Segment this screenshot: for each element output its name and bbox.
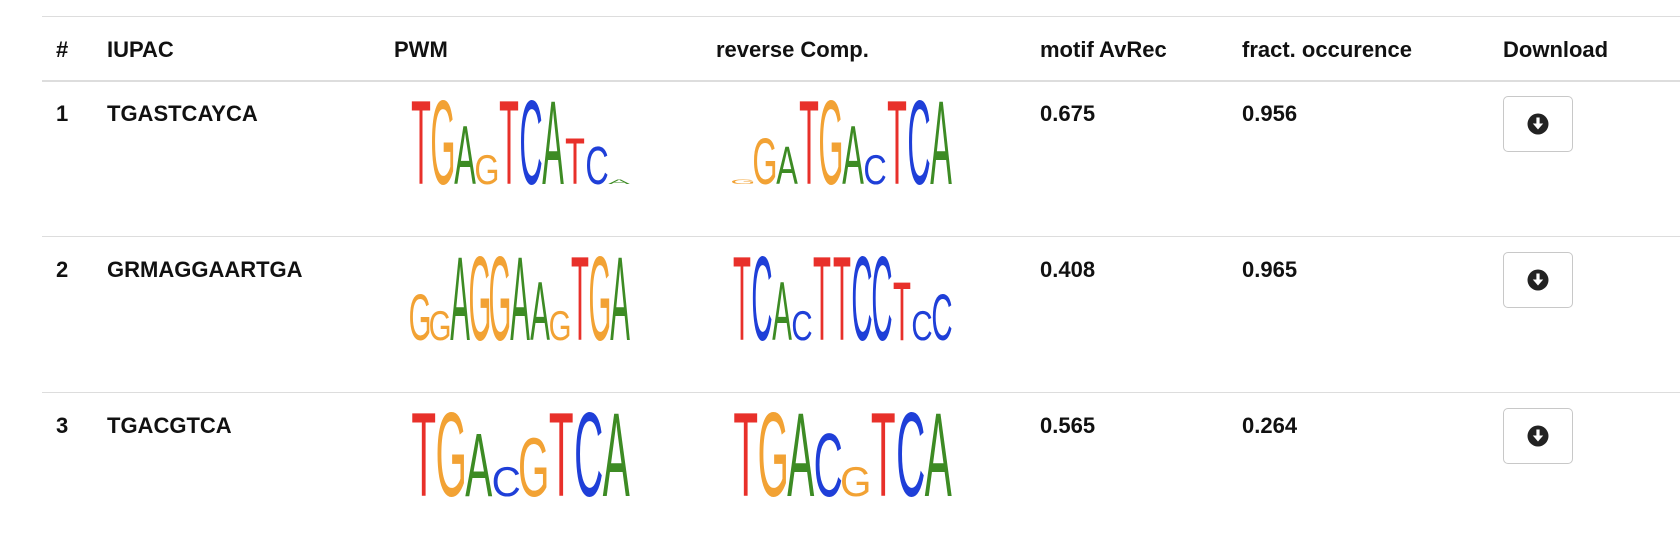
row-separator-1: [42, 236, 1680, 237]
logo-letter-c: C: [791, 302, 812, 349]
sequence-logo: GGA T GA C T C A: [730, 76, 952, 210]
logo-letter-t: T: [887, 76, 907, 210]
sequence-logo: T GA CG T C A: [733, 387, 952, 521]
logo-letter-a: A: [776, 137, 798, 196]
row-fract-occurence: 0.264: [1242, 413, 1298, 438]
logo-letter-c: C: [814, 415, 843, 516]
logo-letter-t: T: [893, 265, 911, 358]
logo-letter-t: T: [813, 233, 831, 366]
logo-letter-g: G: [752, 124, 777, 198]
row-index: 2: [56, 257, 69, 282]
header-download: Download: [1503, 37, 1609, 62]
row-iupac: TGASTCAYCA: [107, 101, 258, 126]
logo-letter-g: G: [549, 302, 572, 349]
header-iupac: IUPAC: [107, 37, 174, 62]
logo-letter-a: A: [450, 233, 470, 366]
row-index: 3: [56, 413, 69, 438]
logo-letter-c: C: [851, 233, 872, 366]
row-motif-avrec: 0.675: [1040, 101, 1096, 126]
logo-letter-a: A: [772, 265, 792, 358]
download-circle-icon: [1527, 113, 1549, 135]
logo-letter-g: G: [589, 233, 612, 366]
row-motif-avrec: 0.408: [1040, 257, 1096, 282]
logo-letter-t: T: [571, 233, 589, 366]
header-separator: [42, 80, 1680, 82]
logo-letter-c: C: [907, 76, 930, 210]
logo-letter-t: T: [565, 124, 585, 198]
logo-letter-a: A: [930, 76, 952, 210]
logo-letter-c: C: [751, 233, 772, 366]
logo-letter-c: C: [871, 233, 892, 366]
logo-letter-a: A: [603, 387, 630, 521]
logo-letter-c: C: [585, 137, 608, 196]
logo-letter-t: T: [871, 387, 896, 521]
sequence-logo: T GAG T C A T C A: [411, 76, 630, 210]
download-button[interactable]: [1503, 408, 1573, 464]
header-fract-occurence: fract. occurence: [1242, 37, 1412, 62]
logo-letter-a: A: [925, 387, 952, 521]
logo-letter-c: C: [931, 281, 952, 355]
logo-letter-g: G: [818, 76, 843, 210]
download-circle-icon: [1527, 425, 1549, 447]
row-fract-occurence: 0.965: [1242, 257, 1298, 282]
row-iupac: TGACGTCA: [107, 413, 232, 438]
logo-letter-a: A: [542, 76, 564, 210]
sequence-logo: T GA CG T C A: [411, 387, 630, 521]
logo-letter-g: G: [840, 458, 871, 505]
logo-letter-a: A: [530, 265, 550, 358]
logo-letter-g: G: [474, 146, 499, 193]
logo-letter-c: C: [863, 146, 886, 193]
logo-letter-a: A: [454, 110, 476, 202]
logo-letter-g: G: [730, 179, 755, 186]
logo-letter-a: A: [787, 387, 814, 521]
logo-letter-a: A: [510, 233, 530, 366]
logo-letter-a: A: [465, 415, 492, 516]
logo-letter-g: G: [758, 387, 789, 521]
table-top-border: [42, 16, 1680, 17]
row-separator-2: [42, 392, 1680, 393]
header-reverse-comp: reverse Comp.: [716, 37, 869, 62]
logo-letter-a: A: [610, 233, 630, 366]
logo-letter-t: T: [549, 387, 574, 521]
download-circle-icon: [1527, 269, 1549, 291]
row-motif-avrec: 0.565: [1040, 413, 1096, 438]
row-index: 1: [56, 101, 69, 126]
logo-letter-t: T: [733, 387, 758, 521]
logo-letter-a: A: [608, 179, 630, 186]
header-pwm: PWM: [394, 37, 448, 62]
logo-letter-g: G: [429, 302, 452, 349]
logo-letter-c: C: [492, 458, 521, 505]
logo-letter-g: G: [489, 233, 512, 366]
logo-letter-c: C: [519, 76, 542, 210]
logo-letter-c: C: [574, 387, 603, 521]
row-iupac: GRMAGGAARTGA: [107, 257, 303, 282]
logo-letter-t: T: [499, 76, 519, 210]
row-fract-occurence: 0.956: [1242, 101, 1298, 126]
download-button[interactable]: [1503, 252, 1573, 308]
logo-letter-g: G: [469, 233, 492, 366]
logo-letter-g: G: [518, 421, 549, 514]
logo-letter-a: A: [842, 110, 864, 202]
logo-letter-t: T: [833, 233, 851, 366]
download-button[interactable]: [1503, 96, 1573, 152]
logo-letter-t: T: [411, 387, 436, 521]
sequence-logo: T C A C T T CC T CC: [733, 233, 953, 366]
logo-letter-t: T: [733, 233, 751, 366]
logo-letter-g: G: [436, 387, 467, 521]
logo-letter-t: T: [411, 76, 431, 210]
header-motif-avrec: motif AvRec: [1040, 37, 1167, 62]
header-index: #: [56, 37, 69, 62]
logo-letter-g: G: [430, 76, 455, 210]
logo-letter-t: T: [799, 76, 819, 210]
logo-letter-c: C: [896, 387, 925, 521]
logo-letter-c: C: [911, 302, 932, 349]
logo-letter-g: G: [409, 281, 432, 355]
